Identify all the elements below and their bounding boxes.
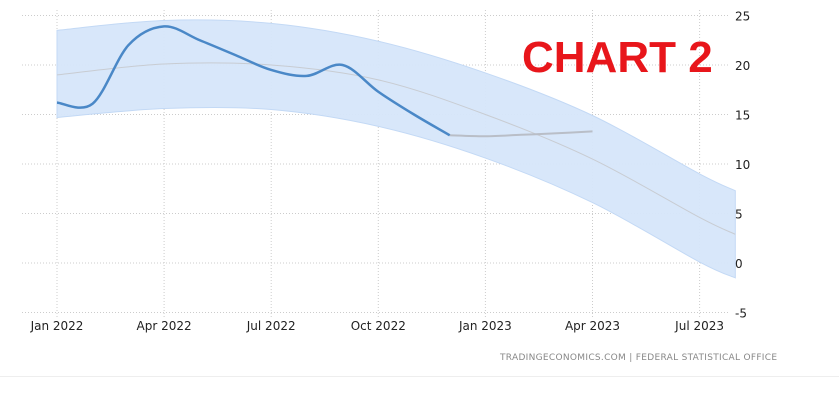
- series-lines: [56, 25, 736, 235]
- y-tick-label: 10: [735, 158, 750, 172]
- divider: [0, 376, 839, 377]
- series-trend: [56, 62, 736, 235]
- x-tick-label: Jan 2022: [30, 319, 84, 333]
- y-tick-label: 5: [735, 208, 743, 222]
- x-tick-label: Oct 2022: [351, 319, 406, 333]
- y-tick-label: -5: [735, 307, 747, 321]
- chart-overlay-label: CHART 2: [522, 33, 713, 82]
- x-tick-label: Apr 2022: [137, 319, 192, 333]
- x-tick-label: Jan 2023: [458, 319, 512, 333]
- x-axis: Jan 2022 Apr 2022 Jul 2022 Oct 2022 Jan 2023…: [30, 319, 724, 333]
- x-tick-label: Jul 2023: [674, 319, 724, 333]
- y-tick-label: 25: [735, 10, 750, 24]
- source-credit: TRADINGECONOMICS.COM | FEDERAL STATISTIC…: [500, 353, 778, 363]
- x-tick-label: Jul 2022: [246, 319, 296, 333]
- confidence-band: [56, 19, 736, 279]
- forecast-band: [56, 19, 736, 279]
- series-actual: [56, 25, 451, 137]
- y-axis: 25 20 15 10 5 0 -5: [735, 10, 750, 321]
- y-tick-label: 20: [735, 59, 750, 73]
- series-forecast: [449, 130, 593, 138]
- y-tick-label: 15: [735, 109, 750, 123]
- x-tick-label: Apr 2023: [565, 319, 620, 333]
- y-tick-label: 0: [735, 257, 743, 271]
